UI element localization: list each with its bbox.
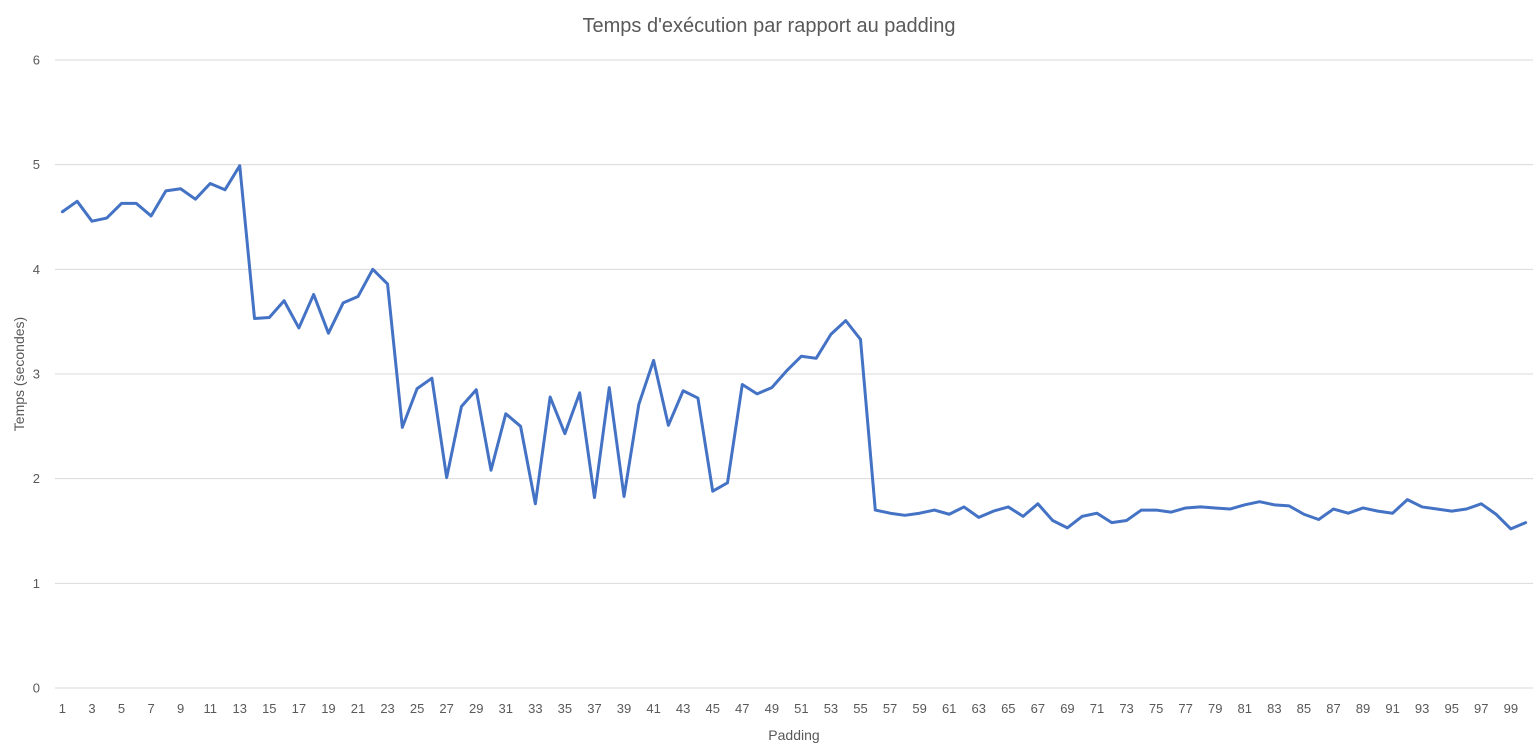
series-line-0 — [60, 164, 1528, 531]
x-tick-label: 11 — [203, 701, 217, 716]
y-tick-label: 4 — [33, 262, 40, 277]
x-tick-label: 17 — [292, 701, 306, 716]
x-tick-label: 7 — [147, 701, 154, 716]
x-tick-label: 21 — [351, 701, 365, 716]
x-tick-label: 83 — [1267, 701, 1281, 716]
x-tick-label: 99 — [1504, 701, 1518, 716]
y-tick-label: 1 — [33, 576, 40, 591]
x-tick-label: 19 — [321, 701, 335, 716]
y-tick-label: 5 — [33, 157, 40, 172]
y-tick-label: 2 — [33, 471, 40, 486]
x-tick-label: 27 — [439, 701, 453, 716]
x-tick-label: 85 — [1297, 701, 1311, 716]
chart-title: Temps d'exécution par rapport au padding — [583, 15, 956, 37]
x-tick-label: 41 — [646, 701, 660, 716]
x-tick-label: 33 — [528, 701, 542, 716]
x-tick-label: 31 — [499, 701, 513, 716]
x-tick-label: 75 — [1149, 701, 1163, 716]
x-tick-label: 55 — [853, 701, 867, 716]
x-tick-label: 49 — [765, 701, 779, 716]
x-tick-label: 93 — [1415, 701, 1429, 716]
x-tick-label: 9 — [177, 701, 184, 716]
y-tick-label: 0 — [33, 681, 40, 696]
x-tick-label: 69 — [1060, 701, 1074, 716]
x-tick-label: 13 — [233, 701, 247, 716]
y-tick-label: 3 — [33, 367, 40, 382]
x-axis-title: Padding — [768, 727, 819, 743]
x-tick-label: 57 — [883, 701, 897, 716]
series-layer — [60, 164, 1528, 531]
x-tick-label: 15 — [262, 701, 276, 716]
gridlines — [55, 59, 1533, 689]
x-tick-label: 25 — [410, 701, 424, 716]
y-axis-ticks: 0 1 2 3 4 5 6 — [33, 53, 40, 696]
x-tick-label: 37 — [587, 701, 601, 716]
x-tick-label: 97 — [1474, 701, 1488, 716]
x-tick-label: 23 — [380, 701, 394, 716]
x-tick-label: 89 — [1356, 701, 1370, 716]
x-tick-label: 73 — [1119, 701, 1133, 716]
x-axis-ticks: 1 3 5 7 9 11 13 15 17 19 21 23 25 27 29 31 33 35 37 39 41 43 4… — [59, 701, 1518, 716]
x-tick-label: 63 — [972, 701, 986, 716]
x-tick-label: 29 — [469, 701, 483, 716]
x-tick-label: 77 — [1178, 701, 1192, 716]
x-tick-label: 51 — [794, 701, 808, 716]
x-tick-label: 67 — [1031, 701, 1045, 716]
x-tick-label: 39 — [617, 701, 631, 716]
x-tick-label: 1 — [59, 701, 66, 716]
x-tick-label: 3 — [88, 701, 95, 716]
y-axis-title: Temps (secondes) — [11, 317, 27, 431]
y-tick-label: 6 — [33, 53, 40, 68]
x-tick-label: 79 — [1208, 701, 1222, 716]
x-tick-label: 45 — [705, 701, 719, 716]
x-tick-label: 95 — [1444, 701, 1458, 716]
x-tick-label: 35 — [558, 701, 572, 716]
x-tick-label: 91 — [1385, 701, 1399, 716]
x-tick-label: 47 — [735, 701, 749, 716]
x-tick-label: 61 — [942, 701, 956, 716]
x-tick-label: 5 — [118, 701, 125, 716]
x-tick-label: 65 — [1001, 701, 1015, 716]
x-tick-label: 87 — [1326, 701, 1340, 716]
x-tick-label: 53 — [824, 701, 838, 716]
x-tick-label: 71 — [1090, 701, 1104, 716]
x-tick-label: 43 — [676, 701, 690, 716]
x-tick-label: 81 — [1238, 701, 1252, 716]
x-tick-label: 59 — [912, 701, 926, 716]
